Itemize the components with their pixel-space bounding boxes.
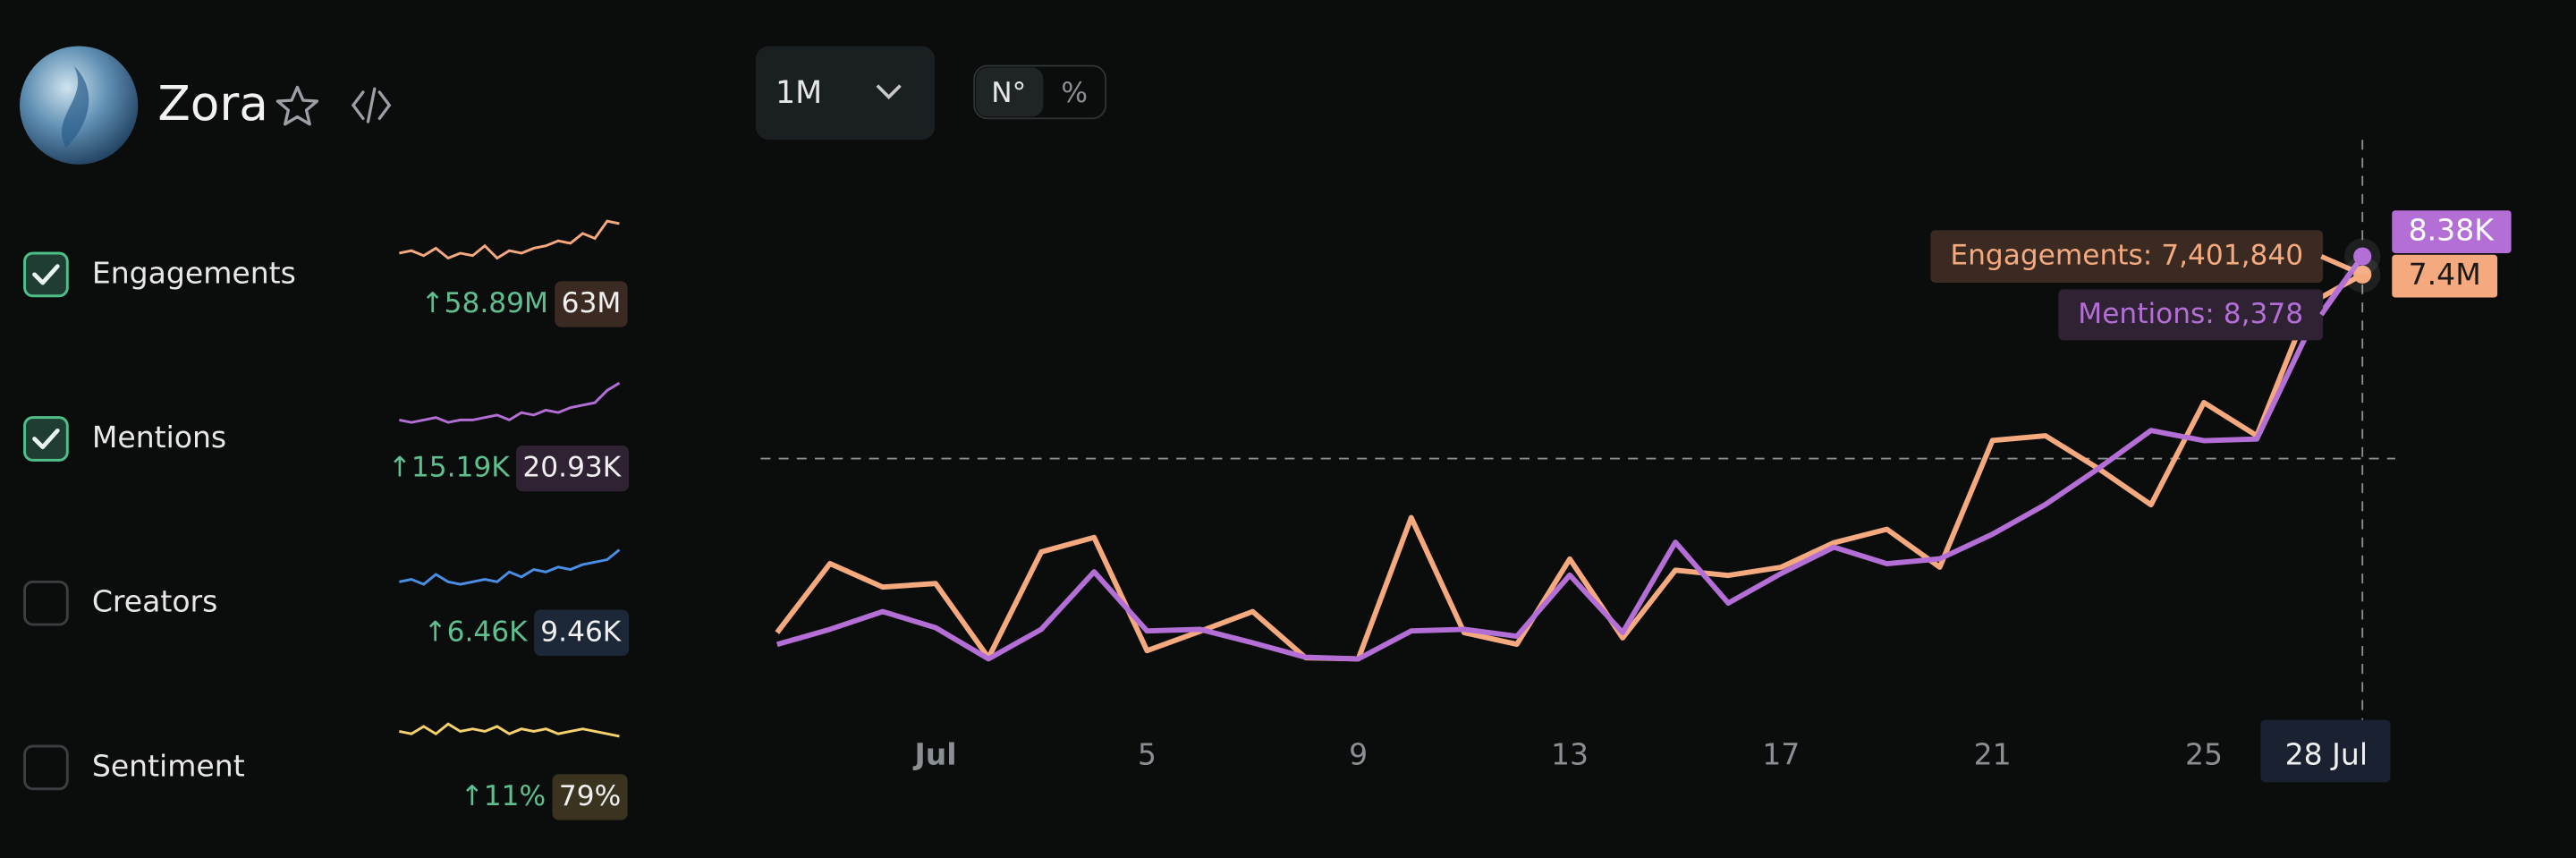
checkbox[interactable] <box>23 416 69 462</box>
last-point <box>2353 265 2372 284</box>
last-point <box>2353 247 2372 266</box>
total-badge <box>552 774 628 820</box>
metric-total: 20.93K <box>522 452 622 484</box>
mode-toggle: N° % <box>973 64 1107 120</box>
checkbox[interactable] <box>23 580 69 626</box>
sparkline <box>399 722 620 738</box>
metric-name: Creators <box>92 584 218 619</box>
dropdown-box <box>755 46 936 140</box>
x-tick-highlight <box>2260 719 2391 783</box>
metric-name: Sentiment <box>92 748 245 783</box>
series-line <box>775 254 2365 662</box>
toggle-active[interactable] <box>976 67 1044 117</box>
total-badge <box>555 281 628 327</box>
x-tick-label: 25 <box>2185 737 2223 772</box>
metric-change: ↑15.19K <box>388 452 512 484</box>
metric-total: 63M <box>562 287 622 319</box>
metric-name: Mentions <box>92 420 226 454</box>
embed-icon[interactable] <box>351 87 392 123</box>
dropdown-label: 1M <box>775 75 822 111</box>
total-badge <box>533 609 630 656</box>
sparkline <box>399 381 621 424</box>
end-label-box <box>2392 210 2512 253</box>
x-tick-label: 21 <box>1974 737 2012 772</box>
toggle-percent[interactable]: % <box>1061 77 1088 109</box>
x-tick-label: 28 Jul <box>2285 737 2368 772</box>
checkmark <box>32 428 60 450</box>
checkmark <box>32 264 60 285</box>
metric-total: 79% <box>559 780 621 812</box>
metric-change: ↑11% <box>461 780 547 812</box>
tooltip-box <box>2058 289 2324 341</box>
checkbox[interactable] <box>23 744 69 791</box>
metric-change: ↑6.46K <box>423 616 529 648</box>
total-badge <box>516 445 630 492</box>
x-tick-label: 17 <box>1762 737 1800 772</box>
checkbox[interactable] <box>23 251 69 298</box>
metric-name: Engagements <box>92 255 296 290</box>
tooltip-text: Mentions: 8,378 <box>2078 298 2303 330</box>
end-label-box <box>2392 254 2498 298</box>
x-tick-label: 9 <box>1349 737 1368 772</box>
x-tick-label: Jul <box>912 737 956 772</box>
sparkline <box>399 548 621 586</box>
title: Zora <box>157 76 268 132</box>
metric-change: ↑58.89M <box>420 287 547 319</box>
x-tick-label: 5 <box>1138 737 1157 772</box>
tooltip-box <box>1930 230 2324 284</box>
sparkline <box>399 219 620 260</box>
toggle-frame <box>973 64 1107 120</box>
tooltip-text: Engagements: 7,401,840 <box>1950 240 2303 272</box>
toggle-absolute[interactable]: N° <box>991 77 1026 109</box>
star-icon[interactable] <box>275 85 319 126</box>
tooltip-connector <box>2319 254 2365 317</box>
end-label: 8.38K <box>2409 213 2496 248</box>
chevron <box>876 84 902 100</box>
avatar-figure <box>62 65 89 149</box>
end-label: 7.4M <box>2409 257 2481 292</box>
metric-total: 9.46K <box>540 616 623 648</box>
range-dropdown[interactable]: 1M <box>755 46 936 140</box>
x-tick-label: 13 <box>1551 737 1589 772</box>
